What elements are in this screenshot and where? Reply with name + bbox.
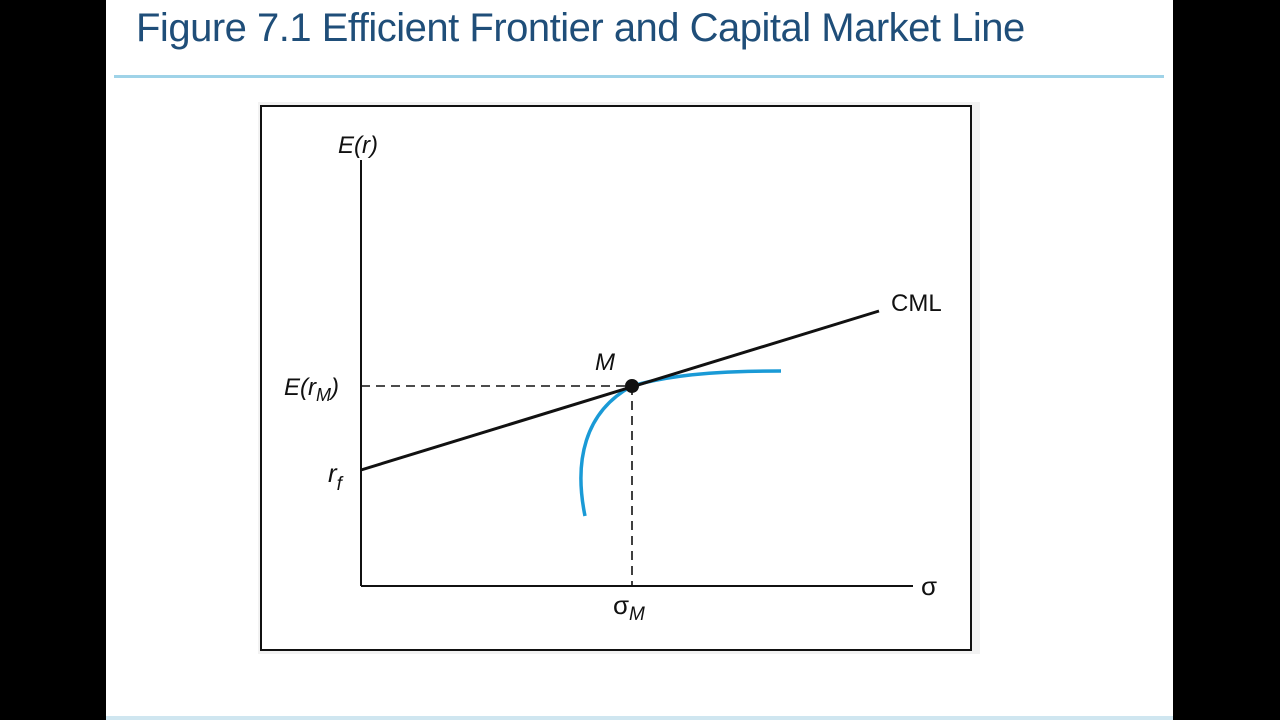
market-point-label: M [595, 349, 615, 376]
capital-market-line [360, 309, 880, 472]
market-portfolio-point [625, 379, 639, 393]
bottom-divider [106, 716, 1173, 720]
y-axis-label: E(r) [338, 132, 378, 159]
sigma-m-label: σM [613, 590, 645, 625]
rf-label: rf [328, 458, 344, 495]
figure-box [260, 105, 972, 651]
erm-label: E(rM) [284, 374, 339, 405]
cml-label: CML [891, 290, 942, 317]
slide-title: Figure 7.1 Efficient Frontier and Capita… [136, 6, 1025, 50]
title-divider [114, 75, 1164, 78]
x-axis-label: σ [921, 571, 937, 601]
